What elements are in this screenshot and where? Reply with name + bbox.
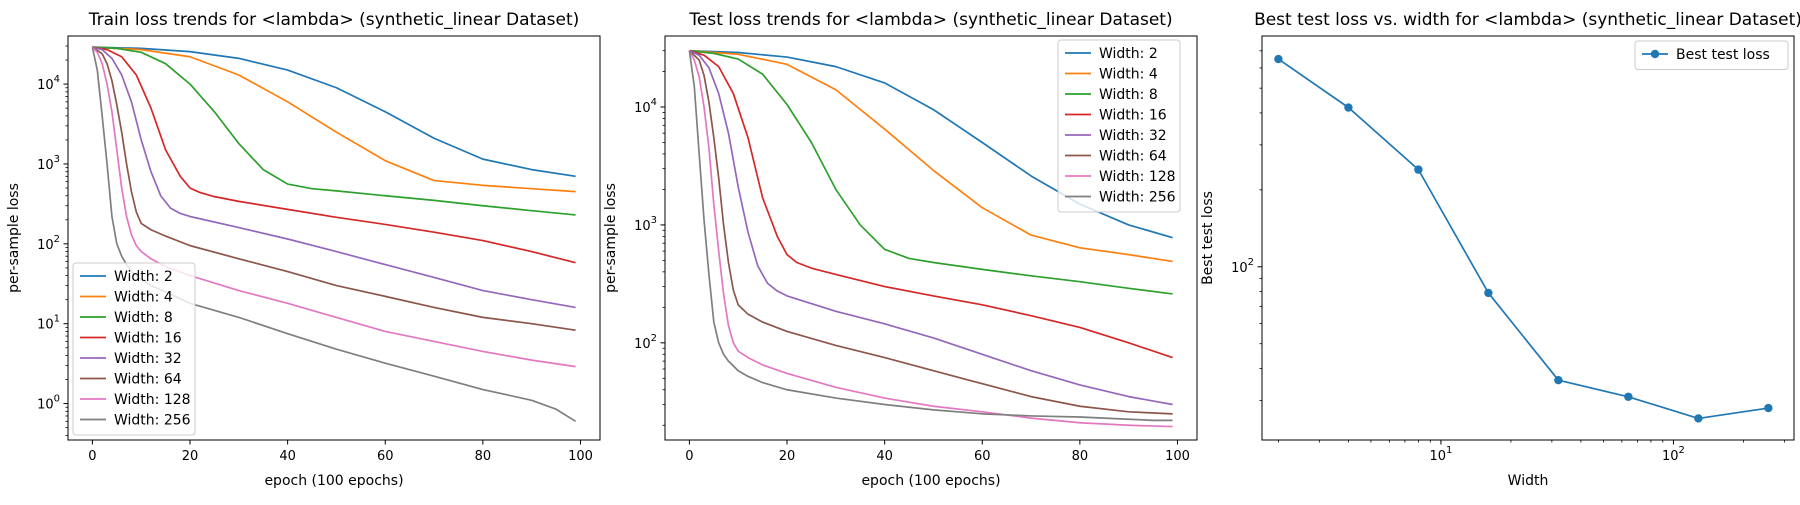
- legend-marker: [1650, 49, 1660, 59]
- legend-label: Width: 128: [114, 392, 191, 408]
- x-tick-label: 102: [1662, 445, 1685, 464]
- legend-label: Width: 128: [1099, 169, 1176, 185]
- x-tick-label: 100: [568, 449, 593, 464]
- legend: Width: 2 Width: 4 Width: 8 Width: 16 Width: …: [72, 262, 196, 436]
- legend-label: Width: 32: [1099, 128, 1167, 144]
- series-group: [688, 49, 1173, 428]
- data-point: [1764, 403, 1773, 413]
- plot-frame: [1261, 35, 1795, 441]
- y-tick-label: 102: [634, 333, 657, 352]
- series-line-2: [689, 49, 1173, 263]
- series-line-1: [1277, 58, 1769, 420]
- legend-box: [1634, 40, 1789, 70]
- legend-label: Width: 16: [1099, 108, 1167, 124]
- y-tick-label: 100: [37, 394, 60, 413]
- x-axis-label: epoch (100 epochs): [861, 473, 1000, 489]
- x-tick-label: 60: [974, 449, 991, 464]
- legend-label: Width: 8: [114, 310, 173, 326]
- legend-label: Best test loss: [1676, 47, 1770, 63]
- series-group: [91, 46, 577, 423]
- y-tick-label: 104: [37, 74, 60, 93]
- legend-box: [72, 262, 196, 436]
- legend-label: Width: 4: [114, 290, 173, 306]
- y-tick-label: 103: [37, 154, 60, 173]
- y-axis-label: Best test loss: [1200, 191, 1216, 285]
- x-tick-label: 0: [88, 449, 96, 464]
- x-tick-label: 100: [1165, 449, 1190, 464]
- data-point: [1554, 375, 1563, 385]
- series-line-2: [92, 46, 576, 193]
- chart-panel-1: Train loss trends for <lambda> (syntheti…: [6, 10, 601, 489]
- series-line-7: [91, 46, 576, 368]
- chart-title: Test loss trends for <lambda> (synthetic…: [688, 10, 1172, 30]
- legend-box: [1057, 39, 1181, 213]
- y-tick-label: 102: [1231, 257, 1254, 276]
- x-tick-label: 20: [182, 449, 199, 464]
- series-line-5: [92, 46, 576, 309]
- data-point: [1344, 103, 1353, 112]
- legend-label: Width: 256: [1099, 190, 1176, 206]
- series-line-3: [92, 46, 576, 216]
- legend-label: Width: 64: [114, 372, 182, 388]
- legend: Best test loss: [1634, 40, 1789, 70]
- legend-label: Width: 32: [114, 351, 182, 367]
- x-tick-label: 20: [779, 449, 796, 464]
- legend-label: Width: 2: [1099, 46, 1158, 62]
- x-axis-label: Width: [1508, 473, 1549, 489]
- plot-frame: [664, 35, 1198, 441]
- x-axis-label: epoch (100 epochs): [264, 473, 403, 489]
- chart-title: Train loss trends for <lambda> (syntheti…: [88, 10, 580, 30]
- data-point: [1414, 165, 1423, 174]
- series-group: [1274, 54, 1773, 423]
- legend-label: Width: 4: [1099, 67, 1158, 83]
- data-point: [1274, 54, 1283, 64]
- chart-title: Best test loss vs. width for <lambda> (s…: [1254, 10, 1800, 30]
- legend-label: Width: 8: [1099, 87, 1158, 103]
- series-line-4: [92, 46, 576, 264]
- x-tick-label: 0: [685, 449, 693, 464]
- y-tick-label: 101: [37, 314, 60, 333]
- legend-label: Width: 256: [114, 413, 191, 429]
- legend-label: Width: 2: [114, 269, 173, 285]
- y-axis-label: per-sample loss: [603, 183, 619, 293]
- x-tick-label: 40: [279, 449, 296, 464]
- y-axis-label: per-sample loss: [6, 183, 22, 293]
- x-tick-label: 40: [876, 449, 893, 464]
- series-line-3: [689, 49, 1173, 295]
- chart-panel-2: Test loss trends for <lambda> (synthetic…: [603, 10, 1198, 489]
- x-tick-label: 80: [1072, 449, 1089, 464]
- series-line-6: [91, 46, 576, 332]
- series-line-4: [689, 49, 1173, 359]
- data-point: [1694, 414, 1703, 423]
- series-line-6: [688, 50, 1173, 415]
- x-tick-label: 101: [1429, 445, 1452, 464]
- plot-frame: [67, 35, 601, 441]
- y-tick-label: 104: [634, 97, 657, 116]
- series-line-1: [92, 46, 576, 178]
- legend-label: Width: 16: [114, 331, 182, 347]
- data-point: [1484, 288, 1493, 298]
- chart-panel-3: Best test loss vs. width for <lambda> (s…: [1200, 10, 1800, 489]
- series-line-8: [688, 50, 1173, 422]
- x-tick-label: 60: [377, 449, 394, 464]
- legend: Width: 2 Width: 4 Width: 8 Width: 16 Width: …: [1057, 39, 1181, 213]
- data-point: [1624, 392, 1633, 401]
- x-tick-label: 80: [475, 449, 492, 464]
- legend-label: Width: 64: [1099, 149, 1167, 165]
- y-tick-label: 102: [37, 234, 60, 253]
- y-tick-label: 103: [634, 215, 657, 234]
- series-line-5: [689, 49, 1173, 406]
